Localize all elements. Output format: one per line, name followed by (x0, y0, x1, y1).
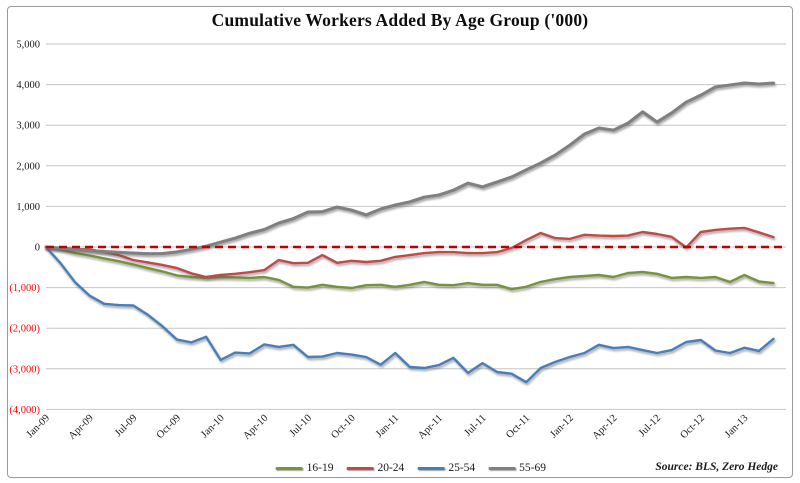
x-tick-label: Apr-11 (416, 413, 445, 442)
x-tick-label: Jan-11 (374, 413, 401, 440)
y-tick-label: 1,000 (16, 202, 40, 213)
legend: 16-19 20-24 25-54 55-69 (275, 462, 546, 474)
series-line-16-19 (44, 245, 775, 291)
legend-swatch-55-69 (488, 466, 516, 470)
legend-swatch-25-54 (417, 466, 445, 470)
source-note: Source: BLS, Zero Hedge (655, 461, 778, 473)
legend-item-25-54: 25-54 (417, 462, 475, 474)
x-tick-label: Oct-12 (679, 413, 707, 441)
legend-swatch-20-24 (346, 466, 374, 470)
series-line-20-24 (44, 226, 775, 279)
y-tick-label: (3,000) (9, 364, 40, 375)
x-tick-label: Jan-10 (199, 413, 227, 441)
y-tick-label: 4,000 (16, 80, 40, 91)
series-line-55-69 (44, 81, 776, 256)
legend-item-16-19: 16-19 (275, 462, 334, 474)
x-tick-label: Jan-13 (723, 413, 751, 441)
y-tick-label: (4,000) (9, 405, 40, 416)
x-tick-label: Jul-12 (637, 413, 663, 439)
legend-swatch-16-19 (275, 466, 303, 470)
series-line-25-54 (44, 245, 775, 384)
y-tick-label: 5,000 (16, 40, 40, 51)
y-tick-label: (2,000) (9, 324, 40, 335)
x-tick-label: Apr-10 (241, 413, 270, 442)
y-tick-label: 0 (35, 243, 40, 254)
x-tick-label: Jul-11 (463, 413, 489, 439)
x-tick-label: Jan-09 (25, 413, 53, 441)
legend-label-16-19: 16-19 (306, 462, 334, 474)
x-tick-label: Apr-12 (591, 413, 620, 442)
legend-label-55-69: 55-69 (519, 462, 547, 474)
legend-label-20-24: 20-24 (377, 462, 405, 474)
x-tick-label: Jan-12 (548, 413, 576, 441)
y-tick-label: 2,000 (16, 161, 40, 172)
chart-title: Cumulative Workers Added By Age Group ('… (211, 10, 589, 30)
legend-label-25-54: 25-54 (448, 462, 476, 474)
y-tick-label: (1,000) (9, 283, 40, 294)
x-tick-label: Jul-10 (288, 413, 314, 439)
x-tick-label: Jul-09 (113, 413, 139, 439)
x-tick-label: Oct-09 (155, 413, 183, 441)
x-tick-label: Oct-10 (329, 413, 357, 441)
x-tick-label: Oct-11 (504, 413, 532, 441)
legend-item-20-24: 20-24 (346, 462, 404, 474)
legend-item-55-69: 55-69 (488, 462, 546, 474)
y-tick-label: 3,000 (16, 121, 40, 132)
x-tick-label: Apr-09 (67, 413, 96, 442)
